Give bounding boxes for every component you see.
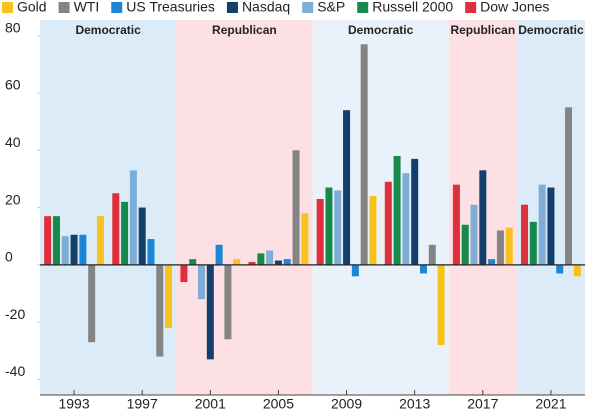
bar (283, 259, 291, 265)
bar (206, 264, 214, 360)
legend-label: S&P (317, 0, 345, 15)
bar (189, 259, 197, 265)
bar (521, 204, 529, 265)
bar (437, 264, 445, 346)
y-tick-label: 60 (5, 77, 21, 93)
legend-label: WTI (74, 0, 100, 15)
bar (224, 264, 232, 340)
bar (334, 190, 342, 265)
x-tick-label: 2005 (263, 396, 294, 412)
legend-label: US Treasuries (126, 0, 215, 15)
bar (292, 150, 300, 265)
x-tick-label: 2021 (535, 396, 566, 412)
bar (411, 158, 419, 265)
bar (505, 227, 513, 265)
bar (496, 230, 504, 265)
bar (44, 216, 52, 265)
legend-swatch (357, 2, 369, 13)
x-tick-label: 2013 (399, 396, 430, 412)
bar (88, 264, 96, 343)
bar (180, 264, 188, 283)
legend-swatch (465, 2, 477, 13)
bar (301, 213, 309, 265)
legend-label: Nasdaq (242, 0, 290, 15)
y-tick-label: 80 (5, 19, 21, 35)
legend-label: Dow Jones (480, 0, 549, 15)
region-label: Democratic (518, 23, 584, 37)
bar (121, 201, 129, 265)
bar (61, 236, 69, 265)
bar (452, 184, 460, 265)
bar (556, 264, 564, 274)
bar (274, 260, 282, 265)
bar (257, 253, 265, 265)
bar (266, 250, 274, 265)
bar (138, 207, 146, 265)
x-tick-label: 1993 (58, 396, 89, 412)
region (176, 20, 313, 395)
region (40, 20, 177, 395)
bar (79, 234, 87, 265)
bar (215, 244, 223, 265)
region-label: Democratic (348, 23, 414, 37)
bar (360, 44, 368, 265)
bar (156, 264, 164, 357)
x-tick-label: 2009 (331, 396, 362, 412)
bar (479, 170, 487, 265)
bar (565, 107, 573, 265)
y-tick-label: 0 (5, 249, 13, 265)
region (312, 20, 449, 395)
x-tick-label: 2001 (195, 396, 226, 412)
legend-label: Russell 2000 (372, 0, 453, 15)
legend-label: Gold (17, 0, 47, 15)
bar (129, 170, 137, 265)
y-tick-label: -20 (5, 306, 25, 322)
bar (343, 110, 351, 265)
x-tick-label: 2017 (467, 396, 498, 412)
bar (428, 244, 436, 265)
bar (147, 239, 155, 265)
bar (384, 181, 392, 265)
legend-swatch (58, 2, 70, 13)
bar (488, 259, 496, 265)
bar (470, 204, 478, 265)
bar (402, 173, 410, 265)
bar (538, 184, 546, 265)
bar (112, 193, 120, 265)
bar (461, 224, 469, 265)
bar (369, 196, 377, 265)
legend-swatch (302, 2, 314, 13)
legend-swatch (111, 2, 123, 13)
bar (351, 264, 359, 277)
bar (96, 216, 104, 265)
bar (573, 264, 581, 277)
x-tick-label: 1997 (127, 396, 158, 412)
legend-swatch (2, 2, 13, 13)
bar (248, 261, 256, 265)
bar (393, 156, 401, 265)
bar (70, 234, 78, 265)
bar (529, 221, 537, 265)
bar (198, 264, 206, 300)
bar (52, 216, 60, 265)
region-label: Republican (212, 23, 277, 37)
bar (547, 187, 555, 265)
bar (419, 264, 427, 274)
bar (316, 198, 324, 265)
bar (325, 187, 333, 265)
y-tick-label: 20 (5, 191, 21, 207)
region-label: Republican (450, 23, 515, 37)
region-label: Democratic (75, 23, 141, 37)
bar (165, 264, 173, 328)
legend-swatch (226, 2, 238, 13)
y-tick-label: -40 (5, 363, 25, 379)
bar (233, 259, 241, 265)
y-tick-label: 40 (5, 134, 21, 150)
